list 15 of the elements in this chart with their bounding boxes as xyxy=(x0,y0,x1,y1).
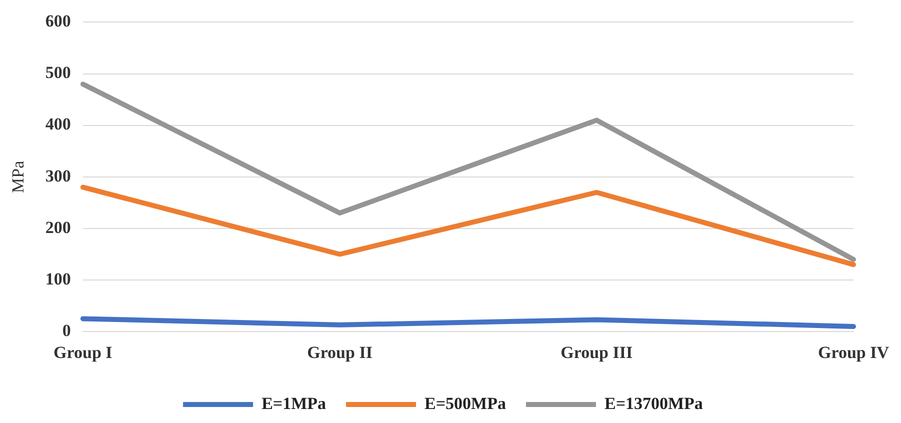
x-tick-label: Group II xyxy=(307,343,373,362)
x-tick-label: Group I xyxy=(54,343,113,362)
legend-label: E=13700MPa xyxy=(604,394,704,413)
x-tick-label: Group III xyxy=(560,343,633,362)
y-tick-label: 100 xyxy=(45,269,71,288)
y-tick-label: 0 xyxy=(62,320,71,340)
y-axis-title: MPa xyxy=(8,160,28,193)
y-tick-label: 400 xyxy=(45,114,71,134)
y-tick-label: 300 xyxy=(45,166,71,186)
legend-label: E=500MPa xyxy=(424,394,506,413)
legend-label: E=1MPa xyxy=(262,394,327,413)
y-tick-label: 500 xyxy=(45,63,71,82)
x-tick-label: Group IV xyxy=(818,343,890,362)
y-tick-label: 200 xyxy=(45,218,71,237)
y-tick-label: 600 xyxy=(45,12,71,31)
